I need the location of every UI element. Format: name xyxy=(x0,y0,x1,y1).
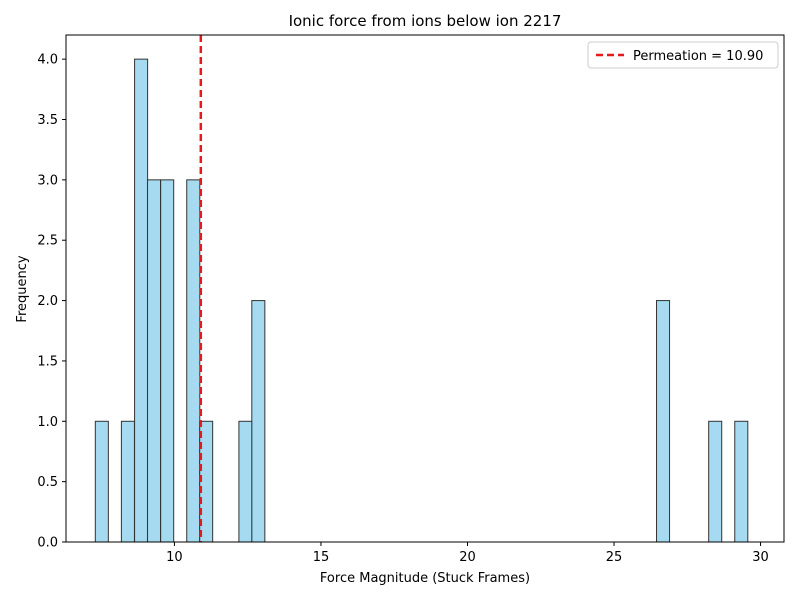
y-axis-ticks: 0.0 0.5 1.0 1.5 2.0 2.5 3.0 3.5 4.0 xyxy=(37,53,66,551)
histogram-bar-2 xyxy=(134,58,149,543)
legend-box xyxy=(587,41,779,69)
x-tick-label-0: 10 xyxy=(166,550,183,565)
y-axis-label: Frequency xyxy=(15,255,30,322)
y-tick-label-2: 1.0 xyxy=(37,415,58,430)
histogram-bar-7 xyxy=(238,420,253,543)
y-tick-label-5: 2.5 xyxy=(37,234,58,249)
y-tick-label-7: 3.5 xyxy=(37,113,58,128)
legend: Permeation = 10.90 xyxy=(587,41,779,69)
y-tick-label-4: 2.0 xyxy=(37,294,58,309)
histogram-bar-10 xyxy=(708,420,723,543)
x-tick-label-2: 20 xyxy=(459,550,476,565)
x-axis-ticks: 10 15 20 25 30 xyxy=(166,542,769,565)
x-tick-label-3: 25 xyxy=(606,550,623,565)
histogram-bar-1 xyxy=(120,420,135,543)
histogram-bar-4 xyxy=(160,179,175,543)
x-tick-label-4: 30 xyxy=(752,550,769,565)
histogram-bar-5 xyxy=(186,179,201,543)
plot-frame xyxy=(65,34,785,543)
y-tick-label-1: 0.5 xyxy=(37,475,58,490)
y-tick-label-0: 0.0 xyxy=(37,536,58,551)
histogram-bar-3 xyxy=(146,179,162,543)
bars-group xyxy=(94,58,749,543)
y-tick-label-3: 1.5 xyxy=(37,354,58,369)
y-tick-label-6: 3.0 xyxy=(37,173,58,188)
histogram-bar-11 xyxy=(734,420,749,543)
histogram-bar-9 xyxy=(656,300,671,543)
legend-label: Permeation = 10.90 xyxy=(633,49,763,64)
histogram-bar-0 xyxy=(94,420,109,543)
x-tick-label-1: 15 xyxy=(313,550,330,565)
x-axis-label: Force Magnitude (Stuck Frames) xyxy=(320,571,530,586)
chart-title: Ionic force from ions below ion 2217 xyxy=(289,12,562,30)
y-tick-label-8: 4.0 xyxy=(37,53,58,68)
histogram-bar-8 xyxy=(251,300,266,543)
